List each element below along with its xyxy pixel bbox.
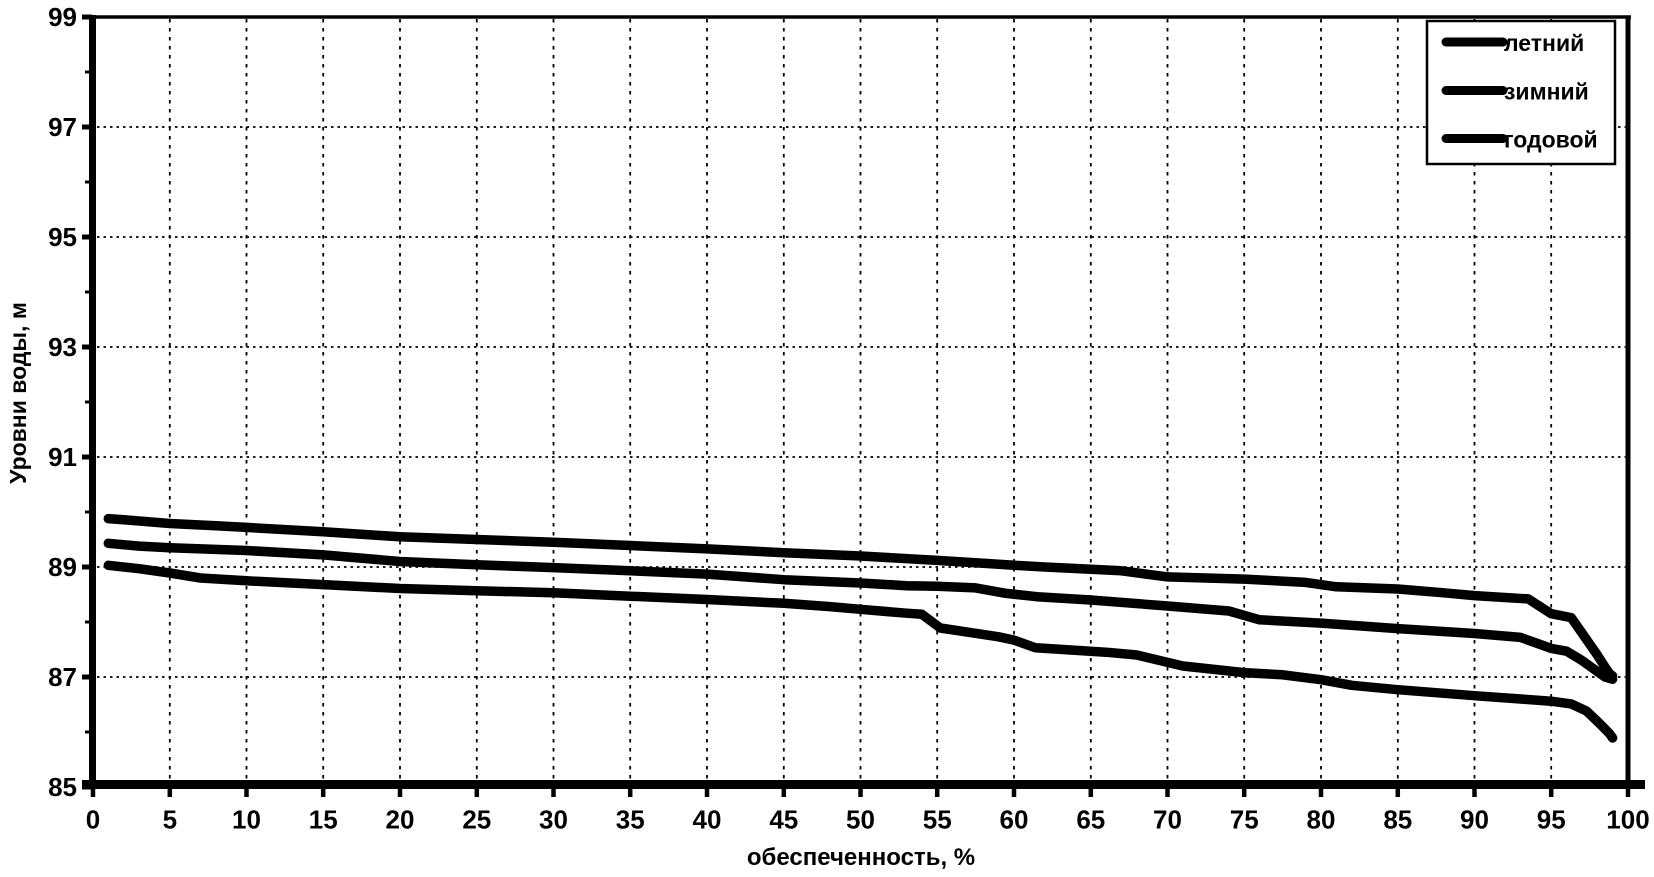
svg-text:30: 30 (539, 805, 568, 835)
svg-text:91: 91 (48, 442, 77, 472)
svg-text:60: 60 (1000, 805, 1029, 835)
svg-text:85: 85 (1383, 805, 1412, 835)
svg-text:15: 15 (309, 805, 338, 835)
svg-text:55: 55 (923, 805, 952, 835)
svg-text:50: 50 (846, 805, 875, 835)
svg-text:45: 45 (769, 805, 798, 835)
svg-text:70: 70 (1153, 805, 1182, 835)
svg-text:5: 5 (163, 805, 177, 835)
svg-text:89: 89 (48, 552, 77, 582)
svg-text:97: 97 (48, 112, 77, 142)
svg-text:95: 95 (1537, 805, 1566, 835)
svg-text:95: 95 (48, 222, 77, 252)
svg-text:зимний: зимний (1504, 79, 1589, 105)
svg-text:0: 0 (86, 805, 100, 835)
svg-text:35: 35 (616, 805, 645, 835)
svg-text:99: 99 (48, 2, 77, 32)
svg-text:Уровни воды, м: Уровни воды, м (5, 302, 31, 484)
svg-text:летний: летний (1504, 30, 1584, 56)
svg-text:20: 20 (386, 805, 415, 835)
svg-text:100: 100 (1606, 805, 1649, 835)
svg-text:85: 85 (48, 772, 77, 802)
svg-text:90: 90 (1460, 805, 1489, 835)
svg-text:65: 65 (1076, 805, 1105, 835)
svg-text:75: 75 (1230, 805, 1259, 835)
svg-text:80: 80 (1307, 805, 1336, 835)
svg-text:93: 93 (48, 332, 77, 362)
svg-text:годовой: годовой (1504, 127, 1598, 153)
svg-text:обеспеченность, %: обеспеченность, % (747, 844, 975, 871)
svg-text:25: 25 (462, 805, 491, 835)
svg-text:40: 40 (693, 805, 722, 835)
svg-text:10: 10 (232, 805, 261, 835)
svg-text:87: 87 (48, 662, 77, 692)
